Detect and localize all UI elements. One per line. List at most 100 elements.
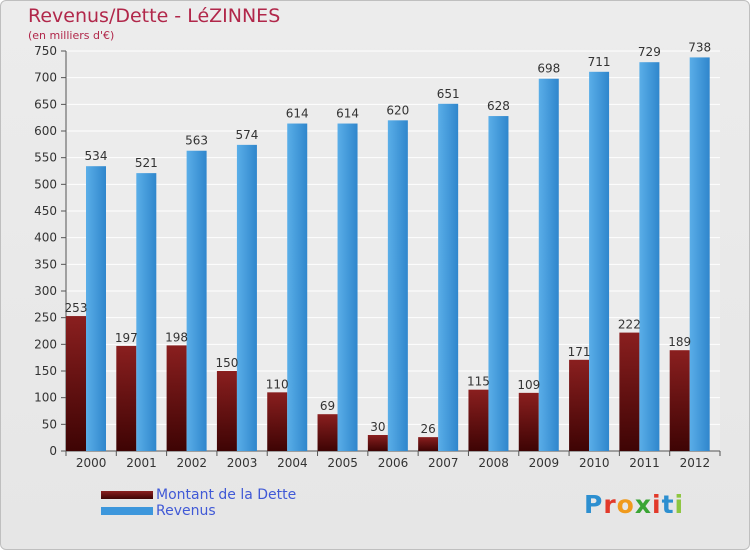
debt-value-label: 171 — [568, 345, 591, 359]
revenue-value-label: 651 — [437, 87, 460, 101]
revenue-bar — [538, 78, 559, 451]
debt-value-label: 115 — [467, 375, 490, 389]
y-tick-label: 350 — [34, 257, 57, 271]
debt-bar — [418, 437, 439, 451]
revenue-value-label: 563 — [185, 134, 208, 148]
y-tick-label: 200 — [34, 337, 57, 351]
revenue-value-label: 738 — [688, 40, 711, 54]
legend-item-debt: Montant de la Dette — [101, 487, 296, 503]
chart-title: Revenus/Dette - LéZINNES — [28, 5, 281, 27]
debt-bar — [317, 414, 338, 451]
revenue-value-label: 698 — [537, 62, 560, 76]
y-tick-label: 100 — [34, 391, 57, 405]
y-tick-label: 300 — [34, 284, 57, 298]
revenue-bar — [689, 57, 710, 452]
revenue-bar — [438, 103, 459, 452]
debt-bar — [116, 345, 137, 451]
logo-letter: r — [603, 490, 617, 519]
legend-item-revenue: Revenus — [101, 503, 296, 519]
debt-value-label: 109 — [517, 378, 540, 392]
x-tick-label: 2006 — [378, 456, 409, 470]
y-tick-label: 550 — [34, 151, 57, 165]
y-tick-label: 750 — [34, 44, 57, 58]
x-tick-label: 2004 — [277, 456, 308, 470]
debt-bar — [66, 316, 86, 451]
logo-letter: P — [584, 490, 604, 519]
revenue-value-label: 614 — [286, 107, 309, 121]
debt-value-label: 197 — [115, 331, 138, 345]
x-tick-label: 2002 — [176, 456, 207, 470]
x-tick-label: 2005 — [327, 456, 358, 470]
revenue-bar — [86, 166, 106, 451]
debt-bar — [518, 392, 539, 451]
y-tick-label: 650 — [34, 97, 57, 111]
y-tick-label: 0 — [49, 444, 57, 458]
debt-bar — [468, 389, 489, 451]
debt-bar — [619, 332, 640, 451]
legend-swatch-revenue — [101, 507, 153, 515]
y-tick-label: 600 — [34, 124, 57, 138]
debt-value-label: 69 — [320, 399, 335, 413]
chart-legend: Montant de la Dette Revenus — [101, 487, 296, 519]
x-tick-label: 2007 — [428, 456, 459, 470]
logo-letter: t — [661, 490, 675, 519]
revenue-bar — [186, 150, 207, 451]
debt-value-label: 30 — [370, 420, 385, 434]
debt-bar — [669, 350, 690, 451]
y-tick-label: 50 — [42, 417, 57, 431]
revenue-bar — [387, 120, 408, 451]
y-tick-label: 400 — [34, 231, 57, 245]
revenue-bar — [639, 62, 660, 451]
debt-value-label: 189 — [668, 335, 691, 349]
y-tick-label: 450 — [34, 204, 57, 218]
y-tick-label: 250 — [34, 311, 57, 325]
debt-bar — [216, 371, 237, 451]
revenue-bar — [236, 144, 257, 451]
revenue-value-label: 628 — [487, 99, 510, 113]
revenue-value-label: 729 — [638, 45, 661, 59]
proxiti-logo: Proxiti — [584, 490, 684, 519]
y-tick-label: 150 — [34, 364, 57, 378]
y-tick-label: 500 — [34, 177, 57, 191]
x-tick-label: 2011 — [629, 456, 660, 470]
debt-value-label: 253 — [65, 301, 88, 315]
revenue-bar — [337, 123, 358, 452]
x-tick-label: 2003 — [227, 456, 258, 470]
revenue-bar — [136, 173, 157, 451]
legend-label-debt: Montant de la Dette — [156, 487, 297, 503]
legend-label-revenue: Revenus — [156, 503, 216, 519]
debt-bar — [367, 435, 388, 451]
x-tick-label: 2012 — [680, 456, 711, 470]
x-tick-label: 2010 — [579, 456, 610, 470]
x-tick-label: 2000 — [76, 456, 107, 470]
logo-letter: x — [634, 490, 652, 519]
debt-bar — [569, 359, 590, 451]
revenue-bar — [488, 116, 509, 452]
logo-letter: o — [616, 490, 635, 519]
debt-bar — [267, 392, 288, 451]
x-tick-label: 2009 — [529, 456, 560, 470]
revenue-value-label: 711 — [588, 55, 611, 69]
revenue-bar — [287, 123, 308, 452]
debt-value-label: 198 — [165, 330, 188, 344]
debt-value-label: 26 — [421, 422, 436, 436]
logo-letter: i — [674, 490, 685, 519]
debt-bar — [166, 345, 187, 451]
debt-value-label: 222 — [618, 318, 641, 332]
debt-value-label: 110 — [266, 377, 289, 391]
legend-swatch-debt — [101, 491, 153, 499]
x-tick-label: 2001 — [126, 456, 157, 470]
x-tick-label: 2008 — [478, 456, 509, 470]
logo-letter: i — [652, 490, 662, 519]
revenue-value-label: 620 — [386, 103, 409, 117]
revenue-value-label: 521 — [135, 156, 158, 170]
y-tick-label: 700 — [34, 71, 57, 85]
revenue-value-label: 614 — [336, 107, 359, 121]
revenue-value-label: 534 — [85, 149, 108, 163]
debt-value-label: 150 — [215, 356, 238, 370]
chart-subtitle: (en milliers d'€) — [28, 29, 115, 42]
revenue-bar — [589, 71, 610, 452]
revenue-value-label: 574 — [235, 128, 258, 142]
